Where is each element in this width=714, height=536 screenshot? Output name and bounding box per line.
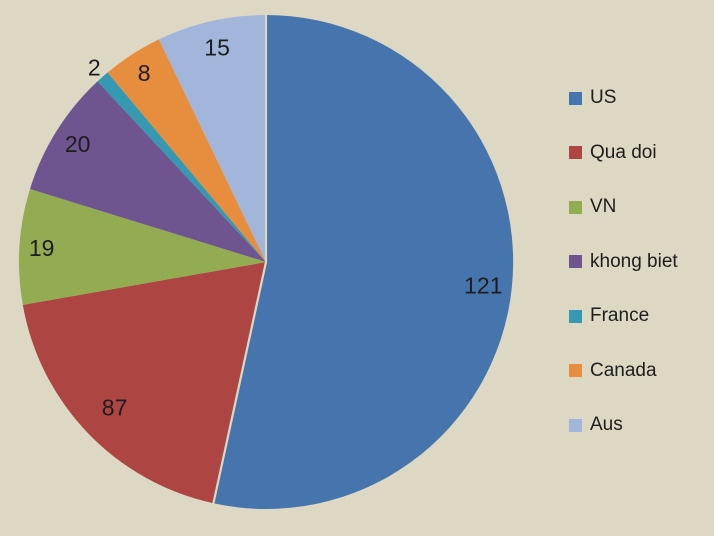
legend-item-aus[interactable]: Aus bbox=[569, 414, 678, 436]
legend-label: US bbox=[590, 87, 617, 108]
legend-item-us[interactable]: US bbox=[569, 87, 678, 109]
pie-slice-canada[interactable] bbox=[107, 39, 266, 263]
data-label-canada: 8 bbox=[138, 60, 151, 86]
pie-slice-vn[interactable] bbox=[19, 189, 266, 305]
legend-item-canada[interactable]: Canada bbox=[569, 360, 678, 382]
data-label-khong-biet: 20 bbox=[65, 131, 91, 157]
legend-label: Qua doi bbox=[590, 141, 657, 163]
legend-swatch-icon bbox=[569, 255, 582, 268]
pie-slice-us[interactable] bbox=[213, 14, 514, 509]
legend-label: Canada bbox=[590, 359, 657, 381]
legend-swatch-icon bbox=[569, 146, 582, 159]
pie-slice-khong-biet[interactable] bbox=[30, 81, 266, 263]
legend-swatch-icon bbox=[569, 309, 582, 323]
data-label-aus: 15 bbox=[204, 35, 230, 61]
legend-item-qua-doi[interactable]: Qua doi bbox=[569, 142, 678, 164]
slice-separator bbox=[212, 261, 268, 505]
legend-swatch-icon bbox=[569, 418, 582, 432]
pie-slice-france[interactable] bbox=[97, 72, 267, 263]
legend-label: khong biet bbox=[590, 250, 678, 272]
legend-swatch-icon bbox=[569, 91, 582, 105]
legend-label: France bbox=[590, 305, 650, 326]
legend-label: Aus bbox=[590, 414, 623, 435]
pie-slice-qua-doi[interactable] bbox=[22, 262, 266, 504]
pie-slice-aus[interactable] bbox=[158, 14, 266, 262]
legend-swatch-icon bbox=[569, 364, 582, 377]
legend-item-khong-biet[interactable]: khong biet bbox=[569, 251, 678, 273]
data-label-france: 2 bbox=[88, 55, 101, 81]
data-label-us: 121 bbox=[464, 272, 502, 298]
legend-label: VN bbox=[590, 196, 617, 217]
legend-item-france[interactable]: France bbox=[569, 305, 678, 327]
data-label-qua-doi: 87 bbox=[102, 394, 128, 420]
legend-item-vn[interactable]: VN bbox=[569, 196, 678, 218]
legend-swatch-icon bbox=[569, 200, 582, 214]
chart-legend: US Qua doi VN khong biet France Canada Aus bbox=[569, 87, 678, 436]
data-label-vn: 19 bbox=[29, 235, 55, 261]
